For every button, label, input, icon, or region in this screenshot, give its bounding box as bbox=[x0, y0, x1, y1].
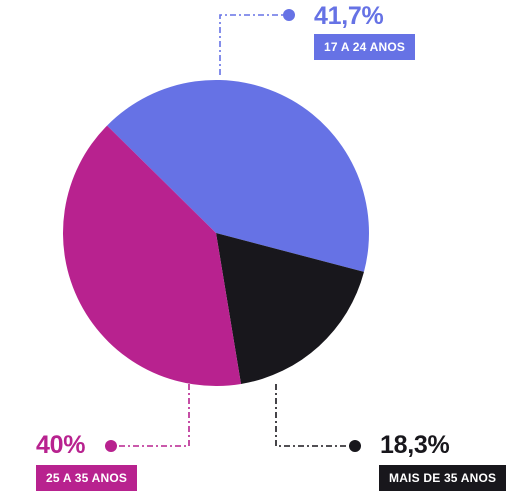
slice-value-17-24: 41,7% bbox=[314, 2, 384, 30]
leader-17-24-line bbox=[219, 14, 289, 75]
leader-25-35-line bbox=[111, 384, 190, 447]
leader-mais-35-dot bbox=[349, 440, 361, 452]
slice-label-17-24: 17 A 24 ANOS bbox=[314, 34, 416, 60]
leader-25-35-dot bbox=[105, 440, 117, 452]
slice-label-mais-35: MAIS DE 35 ANOS bbox=[379, 465, 507, 491]
pie-slice-17-24 bbox=[107, 79, 370, 272]
leader-mais-35-line bbox=[275, 384, 355, 447]
slice-label-25-35: 25 A 35 ANOS bbox=[36, 465, 138, 491]
leader-17-24-dot bbox=[283, 9, 295, 21]
slice-value-25-35: 40% bbox=[36, 431, 86, 459]
pie-slice-25-35 bbox=[62, 125, 241, 387]
pie-slice-mais-35 bbox=[216, 233, 364, 384]
slice-value-mais-35: 18,3% bbox=[380, 431, 450, 459]
